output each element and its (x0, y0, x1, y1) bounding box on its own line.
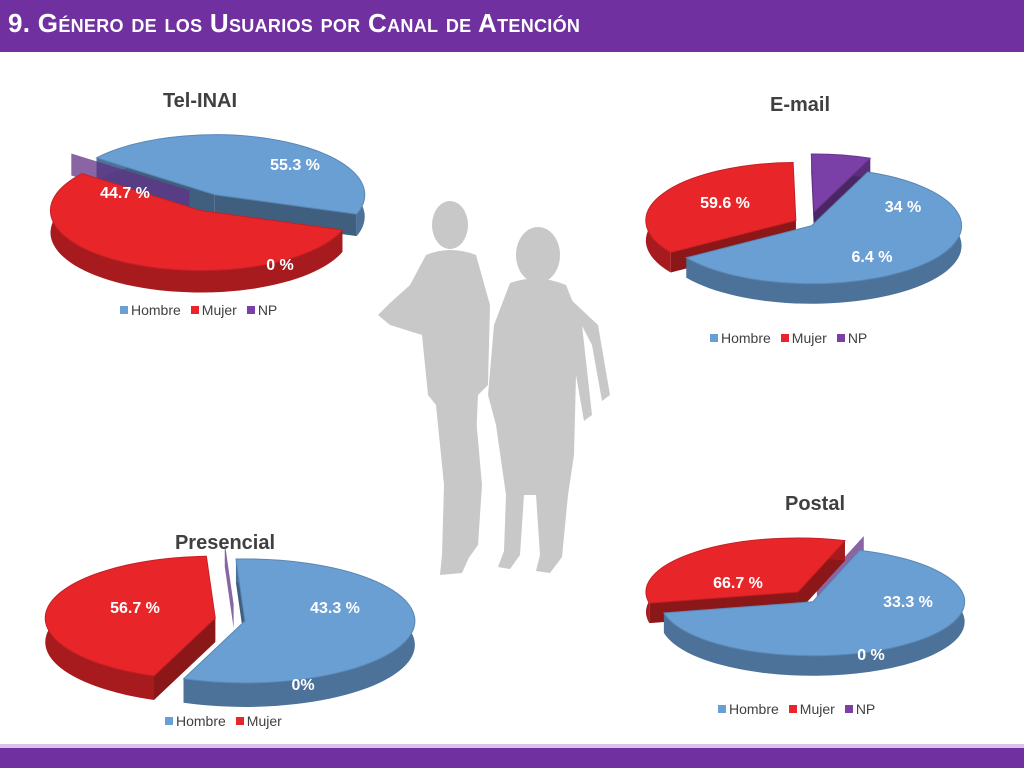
data-label-mujer: 34 % (885, 199, 921, 216)
legend-item-hombre: Hombre (120, 302, 181, 318)
legend-item-np: NP (246, 302, 278, 318)
legend-label: NP (855, 701, 876, 717)
pie-slice-np (224, 542, 234, 629)
pie-chart-tel-inai: 44.7 % 55.3 % 0 % (49, 134, 366, 293)
pie-slice-hombre (663, 549, 966, 676)
pie-chart-presencial: 56.7 % 43.3 % 0% (44, 542, 416, 707)
legend-label: NP (257, 302, 278, 318)
legend-item-hombre: Hombre (718, 701, 779, 717)
legend-label: NP (847, 330, 868, 346)
pie-slice-mujer (44, 555, 216, 700)
legend-swatch (780, 334, 789, 342)
data-label-mujer: 55.3 % (270, 157, 320, 174)
data-label-np: 6.4 % (852, 249, 893, 266)
legend-label: Hombre (721, 330, 771, 346)
footer-accent-line (0, 744, 1024, 748)
legend-swatch (788, 705, 797, 713)
data-label-hombre: 59.6 % (700, 195, 750, 212)
legend-item-np: NP (836, 330, 868, 346)
legend-swatch (844, 705, 853, 713)
data-label-np: 0% (291, 677, 314, 694)
page-title: 9. Género de los Usuarios por Canal de A… (8, 8, 581, 38)
legend-label: Mujer (791, 330, 827, 346)
couple-walking-silhouette-icon (378, 201, 610, 575)
legend-label: Hombre (131, 302, 181, 318)
pie-chart-email: 59.6 % 34 % 6.4 % (645, 153, 963, 304)
pie-slice-hombre (182, 558, 416, 707)
pie-slice-hombre (685, 171, 963, 304)
chart-title-tel-inai: Tel-INAI (162, 90, 238, 112)
legend-tel-inai: Hombre Mujer NP (120, 302, 277, 318)
legend-label: Hombre (729, 701, 779, 717)
legend-item-mujer: Mujer (780, 330, 827, 346)
header-bar: 9. Género de los Usuarios por Canal de A… (0, 0, 1024, 52)
legend-item-np: NP (844, 701, 876, 717)
legend-postal: Hombre Mujer NP (718, 701, 875, 717)
data-label-np: 0 % (857, 647, 885, 664)
legend-label: Mujer (246, 713, 282, 729)
data-label-mujer: 43.3 % (310, 600, 360, 617)
legend-swatch (718, 705, 726, 713)
legend-item-mujer: Mujer (235, 713, 282, 729)
data-label-hombre: 44.7 % (100, 185, 150, 202)
legend-swatch (836, 334, 845, 342)
legend-label: Hombre (176, 713, 226, 729)
legend-item-mujer: Mujer (190, 302, 237, 318)
pie-slice-mujer (645, 537, 846, 624)
legend-swatch (120, 306, 128, 314)
legend-swatch (710, 334, 718, 342)
chart-title-email: E-mail (769, 94, 831, 116)
legend-swatch (165, 717, 173, 725)
legend-item-hombre: Hombre (165, 713, 226, 729)
legend-swatch (235, 717, 244, 725)
legend-presencial: Hombre Mujer (165, 713, 282, 729)
chart-title-postal: Postal (784, 493, 846, 515)
legend-label: Mujer (201, 302, 237, 318)
legend-label: Mujer (799, 701, 835, 717)
footer-bar (0, 748, 1024, 768)
chart-title-presencial: Presencial (174, 532, 276, 554)
legend-swatch (246, 306, 255, 314)
pie-slice-mujer (49, 173, 344, 293)
pie-chart-postal: 66.7 % 33.3 % 0 % (645, 536, 966, 676)
data-label-np: 0 % (266, 257, 294, 274)
data-label-hombre: 66.7 % (713, 575, 763, 592)
legend-swatch (190, 306, 199, 314)
legend-email: Hombre Mujer NP (710, 330, 867, 346)
data-label-hombre: 56.7 % (110, 600, 160, 617)
legend-item-mujer: Mujer (788, 701, 835, 717)
legend-item-hombre: Hombre (710, 330, 771, 346)
data-label-mujer: 33.3 % (883, 594, 933, 611)
